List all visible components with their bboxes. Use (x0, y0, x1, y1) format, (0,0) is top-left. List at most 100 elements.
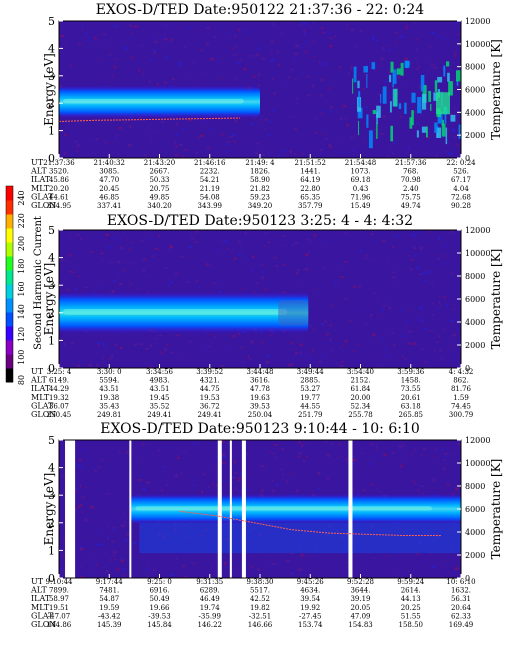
heatmap-cell (165, 56, 170, 59)
heatmap-cell (423, 560, 426, 562)
colorbar-tick-label: 240 (17, 190, 26, 205)
orbit-cell: 20.00 (350, 394, 370, 402)
orbit-cell: 250.45 (47, 411, 72, 419)
heatmap-cell (240, 490, 243, 493)
y-tick-label: 5 (48, 434, 55, 447)
orbit-cell: 10: 6:10 (446, 578, 475, 586)
heatmap-cell (166, 484, 169, 487)
colorbar-segment (6, 354, 13, 369)
heatmap-cell (261, 277, 264, 280)
heatmap-cell (298, 452, 302, 455)
heatmap-cell (446, 304, 448, 307)
heatmap-cell (431, 281, 434, 284)
heatmap-cell (76, 156, 80, 158)
heatmap-cell (84, 486, 87, 489)
heatmap-cell (132, 542, 137, 545)
heatmap-cell (78, 458, 82, 462)
heatmap-cell (188, 279, 190, 282)
heatmap-cell (193, 62, 196, 64)
heatmap-cell (191, 233, 193, 237)
heatmap-cell (336, 75, 339, 78)
orbit-table: UTALTILATMLTGLATGLON21:37:363520.45.8620… (30, 158, 476, 210)
heatmap-cell (106, 525, 109, 527)
y-tick-label: 4 (48, 462, 55, 475)
heatmap-cell (352, 78, 354, 94)
heatmap-cell (163, 23, 166, 26)
heatmap-cell (338, 443, 342, 445)
heatmap-cell (188, 118, 193, 122)
heatmap-cell (399, 116, 403, 119)
heatmap-cell (390, 125, 394, 142)
heatmap-cell (341, 361, 345, 363)
heatmap-cell (401, 308, 404, 312)
y-tick-label: 0 (48, 362, 55, 375)
heatmap-cell (432, 313, 434, 316)
heatmap-cell (153, 131, 156, 133)
heatmap-cell (179, 144, 183, 146)
heatmap-cell (390, 61, 394, 73)
heatmap-cell (130, 36, 133, 39)
heatmap-cell (279, 570, 281, 573)
heatmap-cell (336, 457, 339, 459)
heatmap-cell (430, 576, 433, 578)
colorbar-segment (6, 368, 13, 383)
heatmap-cell (314, 117, 317, 120)
heatmap-cell (113, 554, 115, 557)
heatmap-cell (416, 130, 419, 138)
heatmap-cell (248, 49, 250, 51)
heatmap-cell (195, 151, 198, 154)
heatmap-cell (152, 569, 157, 571)
heatmap-cell (210, 265, 212, 267)
heatmap-cell (180, 255, 184, 258)
heatmap-cell (188, 27, 192, 29)
heatmap-cell (346, 562, 349, 564)
heatmap-cell (111, 290, 115, 293)
heatmap-cell (371, 37, 375, 41)
heatmap-cell (239, 60, 241, 64)
heatmap-cell (117, 502, 120, 506)
heatmap-cell (79, 237, 83, 240)
heatmap-cell (192, 483, 196, 487)
heatmap-cell (277, 273, 279, 276)
heatmap-cell (401, 462, 403, 465)
heatmap-cell (80, 565, 82, 568)
heatmap-cell (447, 72, 450, 82)
heatmap-cell (450, 114, 456, 122)
heatmap-cell (112, 280, 116, 283)
heatmap-cell (416, 485, 418, 487)
heatmap-cell (416, 114, 421, 116)
heatmap-cell (449, 272, 453, 275)
heatmap-cell (114, 136, 117, 138)
heatmap-cell (110, 262, 114, 264)
heatmap-cell (125, 539, 128, 542)
orbit-cell: 250.04 (248, 411, 273, 419)
heatmap-cell (385, 355, 388, 358)
heatmap-cell (275, 483, 279, 487)
heatmap-cell (272, 562, 276, 565)
orbit-cell: 21:49: 4 (245, 159, 275, 167)
heatmap-cell (313, 288, 315, 291)
heatmap-cell (449, 152, 453, 155)
heatmap-cell (290, 572, 293, 575)
orbit-cell: 3:49:44 (297, 368, 325, 376)
heatmap-cell (293, 127, 297, 131)
heatmap-cell (350, 136, 354, 139)
heatmap-cell (444, 455, 449, 458)
heatmap-cell (69, 153, 73, 156)
plot-area (59, 230, 461, 368)
heatmap-cell (333, 35, 337, 38)
heatmap-cell (125, 533, 130, 536)
orbit-cell: 58.97 (49, 595, 69, 603)
heatmap-cell (102, 33, 106, 36)
heatmap-cell (202, 473, 206, 476)
heatmap-cell (68, 270, 72, 273)
y-tick-label: 0 (48, 572, 55, 585)
heatmap-cell (322, 62, 327, 66)
heatmap-cell (437, 76, 443, 83)
heatmap-cell (380, 64, 384, 67)
heatmap-cell (396, 280, 399, 283)
orbit-row-label: GLAT (31, 401, 54, 410)
heatmap-cell (148, 79, 151, 83)
y2-tick-label: 8000 (465, 482, 485, 491)
heatmap-cell (95, 543, 100, 547)
